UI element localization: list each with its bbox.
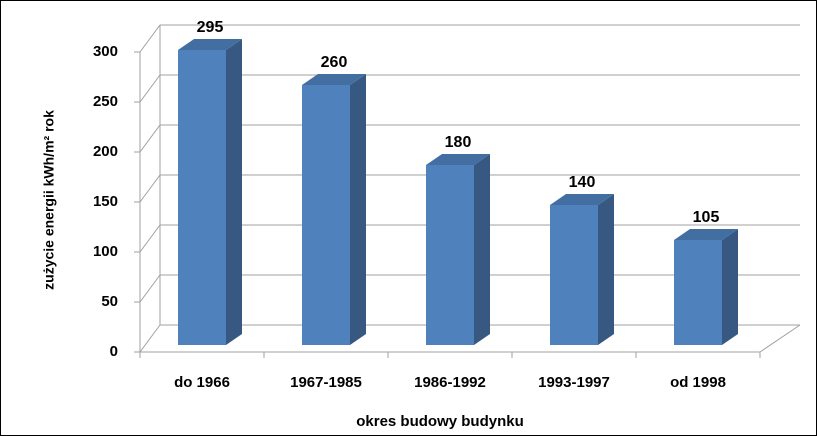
grid-line-side: [139, 324, 161, 353]
value-label: 295: [197, 19, 224, 36]
x-tick-label: do 1966: [174, 374, 230, 391]
bar-side: [350, 74, 366, 345]
y-tick-label: 200: [93, 143, 118, 160]
y-axis-title: zużycie energii kWh/m² rok: [41, 110, 57, 290]
x-tick-label: 1986-1992: [414, 374, 486, 391]
value-label: 180: [445, 134, 472, 151]
y-tick-label: 0: [110, 343, 118, 360]
value-label: 260: [321, 54, 348, 71]
bar: [178, 50, 226, 345]
grid-line-side: [139, 74, 161, 103]
grid-line-side: [139, 124, 161, 153]
bar-side: [598, 194, 614, 345]
bar-top: [302, 74, 366, 85]
y-tick-label: 100: [93, 243, 118, 260]
bar: [674, 240, 722, 345]
bar: [426, 165, 474, 345]
grid-line-side: [139, 274, 161, 303]
floor-right: [759, 324, 801, 353]
y-tick-label: 250: [93, 93, 118, 110]
grid-line-side: [139, 174, 161, 203]
x-tick-label: 1993-1997: [538, 374, 610, 391]
value-label: 105: [693, 209, 720, 226]
bar-side: [474, 154, 490, 345]
grid-line-side: [139, 224, 161, 253]
x-axis-title: okres budowy budynku: [356, 413, 524, 430]
bar-side: [226, 39, 242, 345]
value-label: 140: [569, 174, 596, 191]
x-tick-label: od 1998: [670, 374, 726, 391]
y-tick-label: 300: [93, 43, 118, 60]
y-tick-label: 50: [101, 293, 118, 310]
bar-top: [426, 154, 490, 165]
x-tick-label: 1967-1985: [290, 374, 362, 391]
bar: [550, 205, 598, 345]
y-tick-label: 150: [93, 193, 118, 210]
bar-top: [178, 39, 242, 50]
grid-line-side: [139, 24, 161, 53]
bar-side: [722, 229, 738, 345]
bar: [302, 85, 350, 345]
bar-top: [674, 229, 738, 240]
bar-top: [550, 194, 614, 205]
